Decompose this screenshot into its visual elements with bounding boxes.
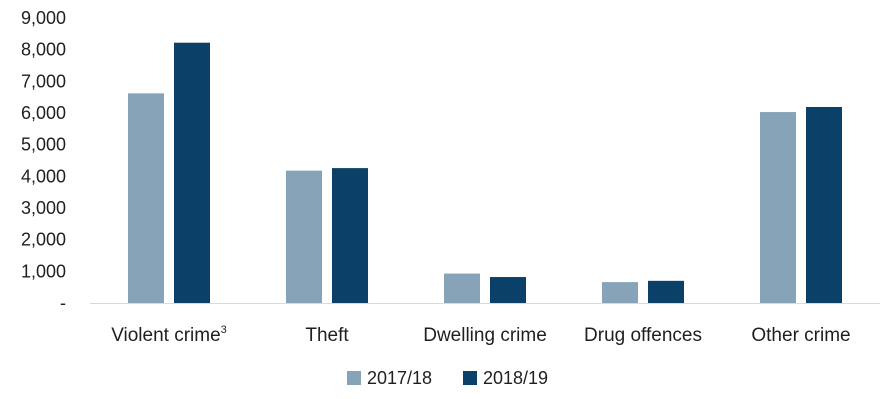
- x-category-label: Violent crime3: [111, 324, 227, 346]
- y-tick-label: 1,000: [21, 261, 66, 281]
- bar-2018-19-theft: [332, 168, 368, 303]
- bars: [128, 42, 842, 303]
- bar-2018-19-drug-offences: [648, 280, 684, 303]
- y-tick-label: 6,000: [21, 103, 66, 123]
- bar-2018-19-other-crime: [806, 106, 842, 303]
- bar-2017-18-other-crime: [760, 112, 796, 303]
- y-axis: - 1,000 2,000 3,000 4,000 5,000 6,000 7,000 8,00…: [21, 8, 66, 313]
- bar-2018-19-violent-crime: [174, 42, 210, 303]
- x-category-text: Dwelling crime: [423, 325, 547, 346]
- y-tick-label: 5,000: [21, 135, 66, 155]
- x-category-superscript: 3: [221, 324, 227, 336]
- x-category-text: Drug offences: [584, 325, 702, 346]
- x-axis-labels: Violent crime3 Theft Dwelling crime Drug of…: [111, 324, 850, 346]
- x-category-label: Drug offences: [584, 325, 702, 346]
- x-category-label: Dwelling crime: [423, 325, 547, 346]
- legend-swatch: [463, 371, 477, 385]
- y-tick-label: 9,000: [21, 8, 66, 28]
- y-tick-label: 2,000: [21, 230, 66, 250]
- bar-2018-19-dwelling-crime: [490, 277, 526, 303]
- legend: 2017/18 2018/19: [347, 368, 548, 388]
- legend-swatch: [347, 371, 361, 385]
- x-category-text: Violent crime: [111, 325, 220, 346]
- bar-2017-18-dwelling-crime: [444, 273, 480, 303]
- legend-label: 2017/18: [367, 368, 432, 388]
- x-category-label: Other crime: [751, 325, 850, 346]
- legend-label: 2018/19: [483, 368, 548, 388]
- y-tick-label: 8,000: [21, 40, 66, 60]
- x-category-label: Theft: [305, 325, 349, 346]
- x-category-text: Other crime: [751, 325, 850, 346]
- bar-2017-18-drug-offences: [602, 282, 638, 303]
- y-tick-label: 3,000: [21, 198, 66, 218]
- y-tick-label: -: [60, 293, 66, 313]
- x-category-text: Theft: [305, 325, 349, 346]
- bar-2017-18-theft: [286, 170, 322, 303]
- y-tick-label: 7,000: [21, 71, 66, 91]
- y-tick-label: 4,000: [21, 166, 66, 186]
- bar-2017-18-violent-crime: [128, 93, 164, 303]
